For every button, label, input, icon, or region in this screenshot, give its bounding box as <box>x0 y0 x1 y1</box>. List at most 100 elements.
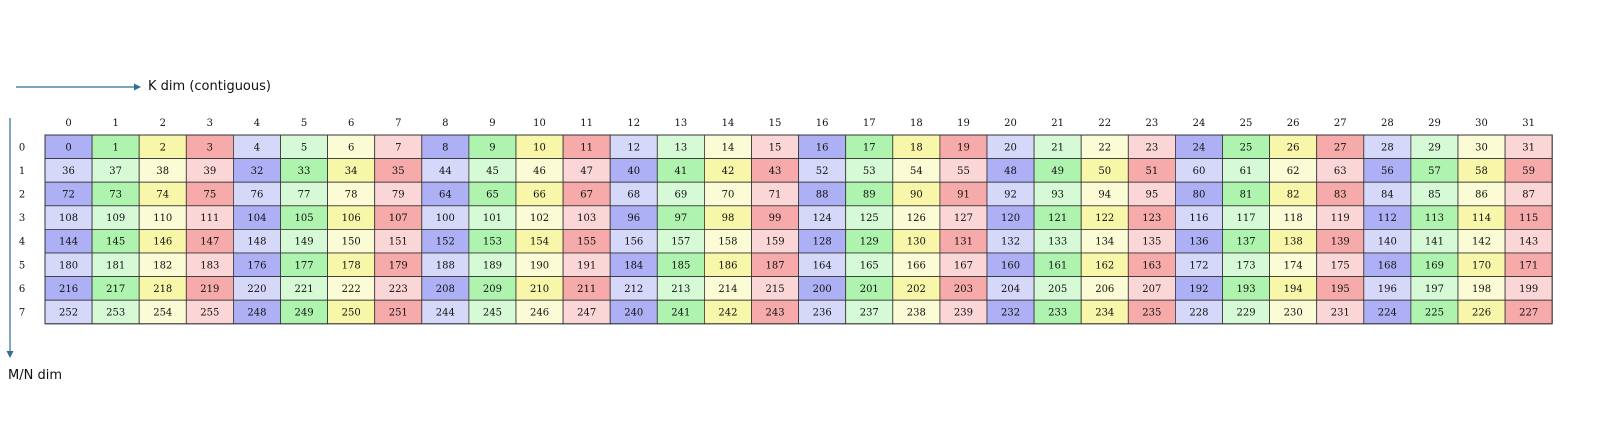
grid-cell-value: 251 <box>389 308 408 319</box>
grid-cell-value: 133 <box>1048 237 1067 248</box>
grid-cell-value: 185 <box>671 260 690 271</box>
grid-cell-value: 162 <box>1095 260 1114 271</box>
grid-cell-value: 145 <box>106 237 125 248</box>
grid-cell-value: 2 <box>160 142 166 153</box>
grid-cell-value: 30 <box>1475 142 1488 153</box>
grid-cell-value: 20 <box>1004 142 1017 153</box>
grid-cell-value: 89 <box>863 190 876 201</box>
grid-cell-value: 170 <box>1472 260 1491 271</box>
row-index: 6 <box>19 284 25 295</box>
grid-cell-value: 149 <box>295 237 314 248</box>
column-index: 11 <box>580 118 593 129</box>
grid-cell-value: 71 <box>769 190 782 201</box>
grid-cell-value: 113 <box>1425 213 1444 224</box>
grid-cell-value: 116 <box>1189 213 1208 224</box>
grid-cell-value: 161 <box>1048 260 1067 271</box>
grid-cell-value: 148 <box>247 237 266 248</box>
grid-cell-value: 238 <box>907 308 926 319</box>
grid-cell-value: 195 <box>1331 284 1350 295</box>
grid-cell-value: 85 <box>1428 190 1441 201</box>
grid-cell-value: 138 <box>1284 237 1303 248</box>
grid-cell-value: 233 <box>1048 308 1067 319</box>
column-index: 22 <box>1098 118 1111 129</box>
grid-cell-value: 215 <box>766 284 785 295</box>
column-index: 16 <box>816 118 829 129</box>
column-index: 8 <box>442 118 448 129</box>
grid-cell-value: 163 <box>1142 260 1161 271</box>
grid-cell-value: 222 <box>342 284 361 295</box>
grid-cell-value: 111 <box>200 213 219 224</box>
grid-cell-value: 103 <box>577 213 596 224</box>
column-index: 23 <box>1145 118 1158 129</box>
grid-cell-value: 62 <box>1287 166 1300 177</box>
grid-cell-value: 235 <box>1142 308 1161 319</box>
grid-cell-value: 191 <box>577 260 596 271</box>
grid-cell-value: 147 <box>200 237 219 248</box>
grid-cell-value: 60 <box>1193 166 1206 177</box>
grid-cell-value: 54 <box>910 166 923 177</box>
grid-cell-value: 112 <box>1378 213 1397 224</box>
grid-cell-value: 159 <box>766 237 785 248</box>
grid-cell-value: 220 <box>247 284 266 295</box>
grid-cell-value: 236 <box>813 308 832 319</box>
grid-cell-value: 213 <box>671 284 690 295</box>
grid-cell-value: 200 <box>813 284 832 295</box>
grid-cell-value: 88 <box>816 190 829 201</box>
grid-cell-value: 184 <box>624 260 643 271</box>
column-index: 24 <box>1193 118 1206 129</box>
grid-cell-value: 65 <box>486 190 499 201</box>
column-index: 31 <box>1522 118 1535 129</box>
grid-cell-value: 210 <box>530 284 549 295</box>
row-index: 7 <box>19 308 25 319</box>
mn-dim-arrow <box>6 118 14 358</box>
grid-cell-value: 181 <box>106 260 125 271</box>
grid-cell-value: 106 <box>342 213 361 224</box>
grid-cell-value: 130 <box>907 237 926 248</box>
grid-cell-value: 21 <box>1051 142 1064 153</box>
grid-cell-value: 126 <box>907 213 926 224</box>
grid-cell-value: 186 <box>718 260 737 271</box>
grid-cell-value: 246 <box>530 308 549 319</box>
mn-dim-label: M/N dim <box>8 368 62 383</box>
grid-cell-value: 102 <box>530 213 549 224</box>
grid-cell-value: 74 <box>156 190 169 201</box>
grid-cell-value: 39 <box>203 166 216 177</box>
grid-cell-value: 120 <box>1001 213 1020 224</box>
grid-cell-value: 160 <box>1001 260 1020 271</box>
grid-cell-value: 118 <box>1284 213 1303 224</box>
grid-cell-value: 58 <box>1475 166 1488 177</box>
grid-cell-value: 4 <box>254 142 260 153</box>
column-index: 28 <box>1381 118 1394 129</box>
grid-cell-value: 24 <box>1193 142 1206 153</box>
grid-cell-value: 196 <box>1378 284 1397 295</box>
grid-cell-value: 90 <box>910 190 923 201</box>
grid-cell-value: 164 <box>813 260 832 271</box>
grid-cell-value: 64 <box>439 190 452 201</box>
grid-cell-value: 132 <box>1001 237 1020 248</box>
grid-cell-value: 99 <box>769 213 782 224</box>
grid-cell-value: 206 <box>1095 284 1114 295</box>
grid-cell-value: 137 <box>1237 237 1256 248</box>
grid-cell-value: 10 <box>533 142 546 153</box>
grid-cell-value: 226 <box>1472 308 1491 319</box>
column-index: 7 <box>395 118 401 129</box>
grid-cell-value: 135 <box>1142 237 1161 248</box>
grid-cell-value: 61 <box>1240 166 1253 177</box>
grid-cell-value: 114 <box>1472 213 1491 224</box>
row-index: 5 <box>19 260 25 271</box>
grid-cell-value: 25 <box>1240 142 1253 153</box>
grid-cell-value: 156 <box>624 237 643 248</box>
grid-cell-value: 18 <box>910 142 923 153</box>
grid-cell-value: 49 <box>1051 166 1064 177</box>
grid-cell-value: 0 <box>65 142 71 153</box>
grid-cell-value: 146 <box>153 237 172 248</box>
grid-cell-value: 201 <box>860 284 879 295</box>
grid-cell-value: 173 <box>1237 260 1256 271</box>
grid-cell-value: 84 <box>1381 190 1394 201</box>
grid-cell-value: 115 <box>1519 213 1538 224</box>
grid-cell-value: 187 <box>766 260 785 271</box>
grid-cell-value: 194 <box>1284 284 1303 295</box>
column-index: 1 <box>112 118 118 129</box>
grid-border <box>44 134 1553 325</box>
grid-cell-value: 100 <box>436 213 455 224</box>
